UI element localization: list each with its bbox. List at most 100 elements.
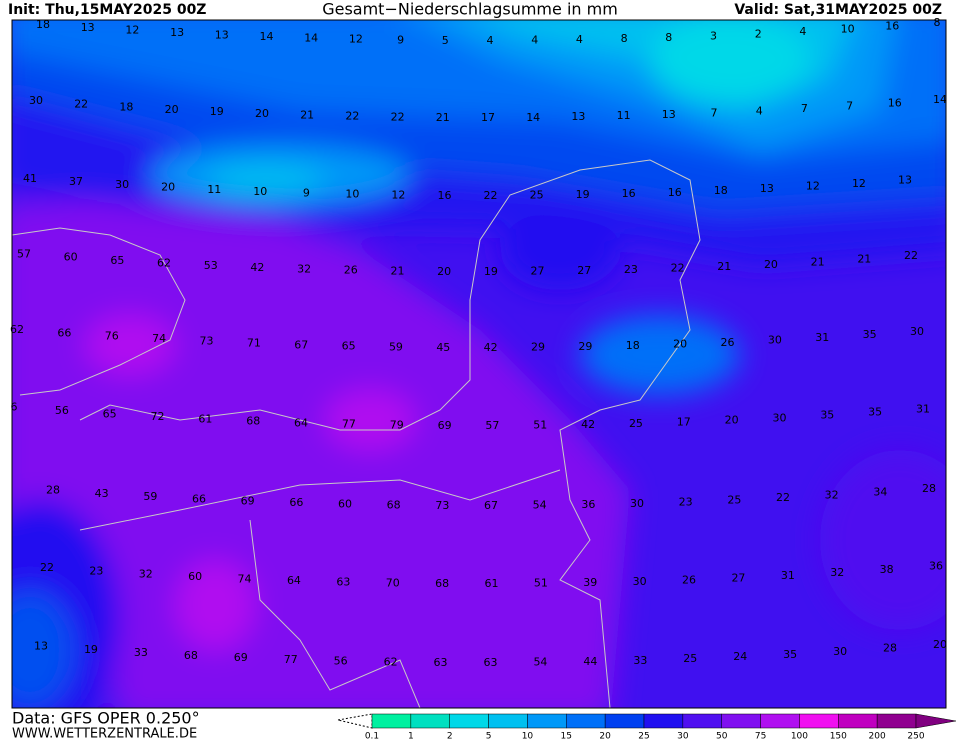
grid-value: 65 <box>103 407 117 420</box>
grid-value: 21 <box>811 255 825 268</box>
legend-level: 0.1 <box>365 732 379 742</box>
grid-value: 13 <box>662 108 676 121</box>
grid-value: 28 <box>883 642 897 655</box>
legend-level: 1 <box>408 732 414 742</box>
grid-value: 13 <box>170 26 184 39</box>
grid-value: 42 <box>250 261 264 274</box>
grid-value: 68 <box>387 498 401 511</box>
grid-value: 35 <box>820 409 834 422</box>
grid-value: 73 <box>199 335 213 348</box>
legend-upper-arrow <box>915 713 957 729</box>
grid-value: 30 <box>633 575 647 588</box>
grid-value: 14 <box>260 30 274 43</box>
grid-value: 6 <box>11 401 18 414</box>
grid-value: 41 <box>23 172 37 185</box>
grid-value: 8 <box>621 32 628 45</box>
grid-value: 30 <box>833 645 847 658</box>
grid-value: 9 <box>303 186 310 199</box>
grid-value: 44 <box>583 655 597 668</box>
grid-values: 18 13 12 13 13 14 14 12 9 5 4 4 4 8 8 3 2 4 10 16 830 22 18 20 1… <box>10 16 947 669</box>
grid-value: 71 <box>247 337 261 350</box>
grid-value: 10 <box>841 23 855 36</box>
grid-value: 76 <box>105 329 119 342</box>
grid-value: 23 <box>679 495 693 508</box>
grid-value: 31 <box>781 569 795 582</box>
grid-value: 13 <box>81 21 95 34</box>
legend-swatch <box>371 713 412 729</box>
grid-value: 61 <box>198 413 212 426</box>
grid-value: 30 <box>29 94 43 107</box>
grid-value: 60 <box>338 497 352 510</box>
grid-value: 16 <box>668 186 682 199</box>
grid-value: 74 <box>152 332 166 345</box>
grid-value: 21 <box>436 111 450 124</box>
grid-value: 11 <box>207 183 221 196</box>
grid-value: 54 <box>533 499 547 512</box>
init-time: Init: Thu,15MAY2025 00Z <box>8 2 206 18</box>
grid-value: 4 <box>487 34 494 47</box>
grid-value: 30 <box>630 497 644 510</box>
grid-value: 21 <box>857 252 871 265</box>
grid-value: 31 <box>916 402 930 415</box>
grid-value: 26 <box>682 573 696 586</box>
legend-level: 2 <box>447 732 453 742</box>
legend-swatch <box>449 713 489 729</box>
grid-value: 18 <box>714 184 728 197</box>
grid-value: 28 <box>46 483 60 496</box>
grid-value: 2 <box>755 27 762 40</box>
grid-value: 7 <box>846 99 853 112</box>
legend-swatch <box>566 713 606 729</box>
grid-value: 21 <box>717 260 731 273</box>
grid-value: 64 <box>287 574 301 587</box>
grid-value: 14 <box>526 111 540 124</box>
grid-value: 77 <box>342 418 356 431</box>
grid-value: 22 <box>345 110 359 123</box>
grid-value: 20 <box>725 414 739 427</box>
grid-value: 36 <box>929 559 943 572</box>
grid-value: 12 <box>349 33 363 46</box>
grid-value: 77 <box>284 653 298 666</box>
legend-level: 30 <box>677 732 689 742</box>
valid-time: Valid: Sat,31MAY2025 00Z <box>734 2 942 18</box>
grid-value: 63 <box>434 656 448 669</box>
grid-value: 62 <box>384 655 398 668</box>
grid-value: 53 <box>204 259 218 272</box>
grid-value: 16 <box>888 96 902 109</box>
grid-value: 25 <box>530 189 544 202</box>
grid-value: 57 <box>485 419 499 432</box>
grid-value: 4 <box>531 34 538 47</box>
legend-level: 200 <box>869 732 886 742</box>
grid-value: 23 <box>624 263 638 276</box>
legend-swatch <box>410 713 450 729</box>
grid-value: 19 <box>210 105 224 118</box>
grid-value: 4 <box>576 33 583 46</box>
grid-value: 25 <box>629 417 643 430</box>
grid-value: 66 <box>289 496 303 509</box>
grid-value: 12 <box>391 188 405 201</box>
grid-value: 12 <box>125 24 139 37</box>
grid-value: 70 <box>386 576 400 589</box>
grid-value: 14 <box>933 93 947 106</box>
legend-swatch <box>682 713 722 729</box>
map-title: Gesamt−Niederschlagsumme in mm <box>322 0 618 19</box>
grid-value: 11 <box>617 109 631 122</box>
grid-value: 9 <box>397 33 404 46</box>
legend-swatch <box>838 713 878 729</box>
grid-value: 35 <box>783 648 797 661</box>
legend-swatch <box>799 713 839 729</box>
grid-value: 5 <box>442 34 449 47</box>
grid-value: 14 <box>304 32 318 45</box>
grid-value: 74 <box>238 572 252 585</box>
grid-value: 10 <box>345 188 359 201</box>
legend-lower-arrow <box>337 713 373 729</box>
grid-value: 33 <box>633 654 647 667</box>
grid-value: 42 <box>581 418 595 431</box>
grid-value: 67 <box>484 499 498 512</box>
grid-value: 16 <box>622 187 636 200</box>
grid-value: 18 <box>119 100 133 113</box>
legend-swatch <box>527 713 567 729</box>
grid-value: 79 <box>390 418 404 431</box>
grid-value: 64 <box>294 416 308 429</box>
legend-swatch <box>760 713 800 729</box>
grid-value: 25 <box>683 652 697 665</box>
